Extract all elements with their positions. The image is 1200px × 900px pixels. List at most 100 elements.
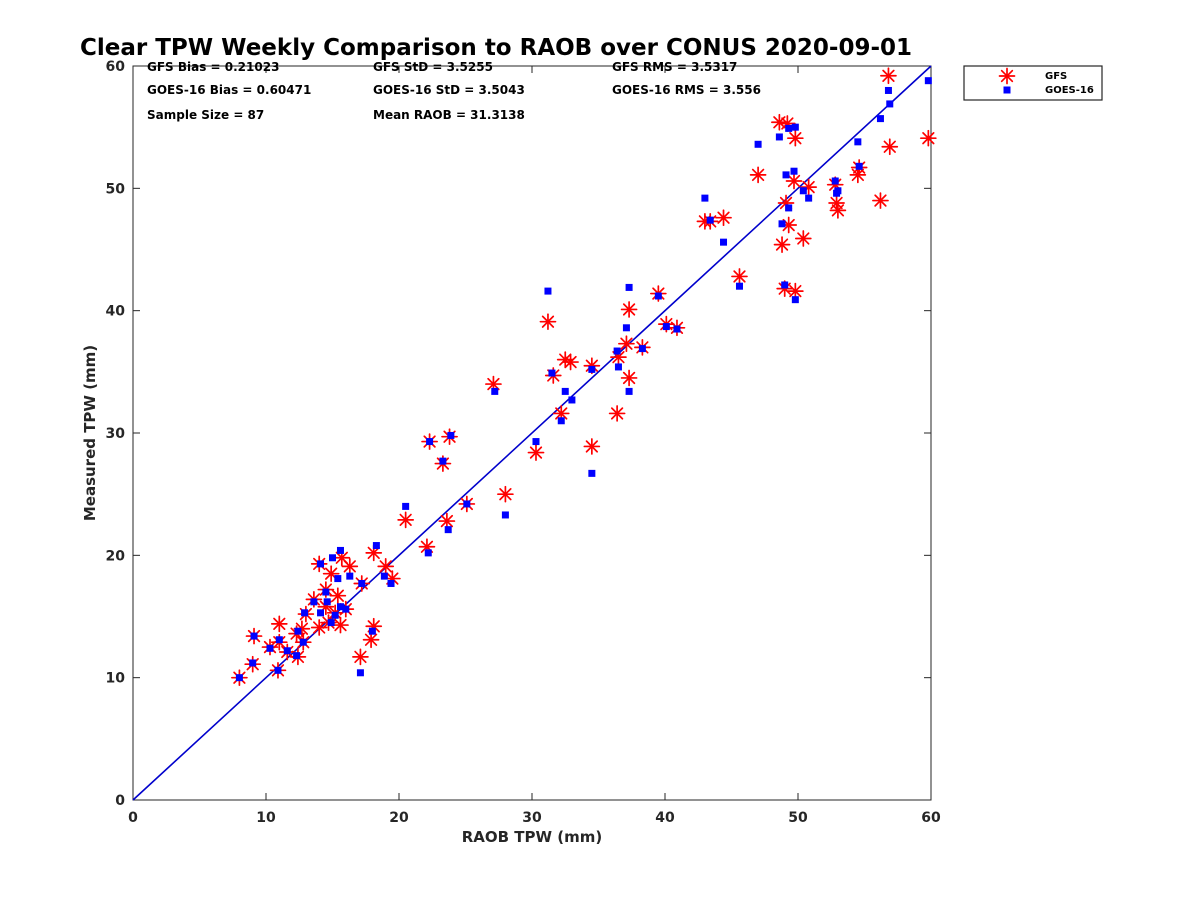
x-tick-label: 40 [655,810,675,826]
goes16-point [785,204,793,212]
goes16-point [327,619,335,627]
goes16-point [356,669,364,677]
goes16-point [625,283,633,291]
goes16-point [557,417,565,425]
goes16-point [834,187,842,195]
goes16-point [831,177,839,185]
stat-goes16-std: GOES-16 StD = 3.5043 [373,83,525,97]
legend-goes16-label: GOES-16 [1045,85,1094,96]
gfs-point [785,172,803,190]
gfs-point [438,512,456,530]
goes16-point [299,638,307,646]
legend-gfs-label: GFS [1045,71,1067,82]
legend-goes16-marker [1003,86,1011,94]
y-tick-label: 40 [106,304,126,320]
goes16-point [791,296,799,304]
x-tick-label: 10 [256,810,276,826]
goes16-point [358,579,366,587]
goes16-point [701,194,709,202]
y-tick-label: 10 [106,671,126,687]
goes16-point [855,162,863,170]
gfs-point [771,113,788,131]
goes16-point [323,598,331,606]
goes16-point [561,387,569,395]
y-tick-label: 20 [106,548,126,564]
goes16-point [622,324,630,332]
gfs-point [310,619,328,636]
gfs-point [881,138,899,156]
goes16-point [491,387,499,395]
goes16-point [754,140,762,148]
x-axis-label: RAOB TPW (mm) [462,828,603,846]
stat-mean-raob: Mean RAOB = 31.3138 [373,108,525,122]
gfs-point [332,616,349,634]
y-tick-label: 0 [115,793,125,809]
goes16-point [886,100,894,108]
gfs-point [618,335,635,353]
gfs-point [919,129,937,147]
goes16-point [614,363,622,371]
goes16-point [532,438,540,446]
gfs-point [329,587,347,605]
gfs-point [293,620,311,638]
goes16-point [444,526,452,534]
goes16-point [673,325,681,333]
gfs-point [608,405,626,422]
stat-goes16-rms: GOES-16 RMS = 3.556 [612,83,761,97]
goes16-point [781,281,789,289]
x-tick-label: 20 [389,810,409,826]
gfs-point [352,648,369,666]
x-tick-label: 50 [788,810,808,826]
goes16-point [250,632,258,640]
stat-gfs-rms: GFS RMS = 3.5317 [612,60,737,74]
goes16-point [791,123,799,131]
gfs-point [362,631,380,649]
stat-goes16-bias: GOES-16 Bias = 0.60471 [147,83,311,97]
goes16-point [310,598,318,606]
goes16-point [463,500,471,508]
goes16-point [548,369,556,377]
goes16-point [778,220,786,228]
y-tick-label: 30 [106,426,126,442]
gfs-point [377,557,395,575]
goes16-point [424,549,432,557]
goes16-point [876,115,884,123]
gfs-point [341,557,359,575]
goes16-point [402,502,410,510]
goes16-point [782,171,790,179]
gfs-point [749,166,767,184]
gfs-point [773,236,791,253]
goes16-point [322,588,330,596]
goes16-point [439,457,447,465]
goes16-point [293,652,301,660]
legend-gfs-asterisk [998,67,1016,85]
goes16-point [799,187,807,195]
goes16-point [720,238,728,246]
x-tick-label: 60 [921,810,941,826]
statistics-annotations: GFS Bias = 0.21023 GFS StD = 3.5255 GFS … [147,60,761,122]
gfs-point [715,209,732,227]
gfs-point [829,202,847,219]
gfs-point [794,230,812,247]
goes16-point [426,438,434,446]
goes16-point [331,611,339,619]
goes16-point [294,627,302,635]
gfs-point [527,444,545,461]
gfs-point [880,67,897,85]
gfs-point [872,192,889,209]
goes16-point [501,511,509,519]
axis-ticks: 0 10 20 30 40 50 60 0 10 20 30 40 50 60 [106,59,941,826]
y-axis-label: Measured TPW (mm) [81,345,99,521]
one-to-one-line [132,65,932,801]
goes16-point [368,627,376,635]
goes16-point [924,77,932,85]
gfs-point [270,615,288,633]
goes16-point [249,659,257,667]
gfs-point [620,369,638,387]
goes16-point [342,605,350,613]
gfs-point [786,282,804,300]
chart-title: Clear TPW Weekly Comparison to RAOB over… [80,35,912,61]
goes16-point [588,469,596,477]
x-tick-label: 30 [522,810,542,826]
goes16-point [662,323,670,331]
